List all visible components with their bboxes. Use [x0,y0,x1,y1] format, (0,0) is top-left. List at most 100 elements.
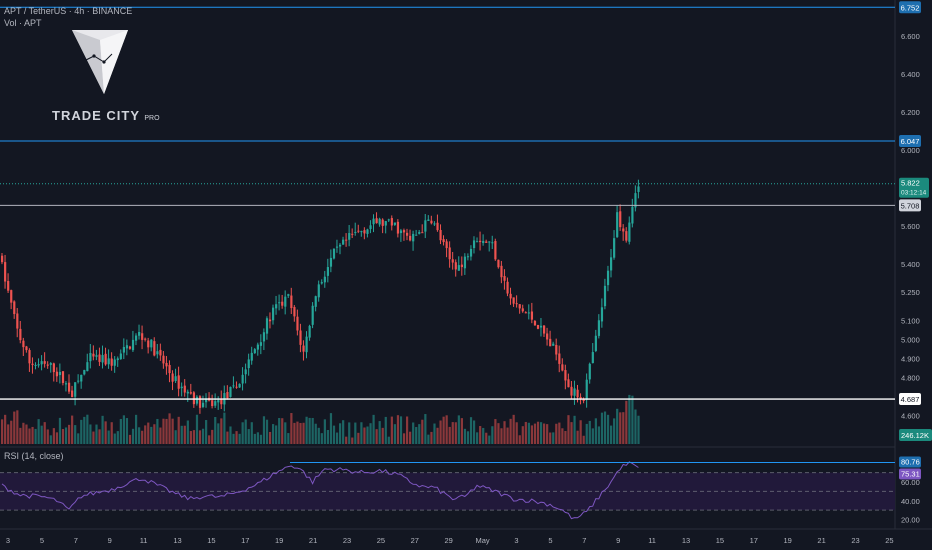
candle-body [597,320,601,336]
volume-bar [372,414,375,444]
volume-bar [134,414,138,444]
candle-body [262,332,266,342]
volume-bar [628,394,631,444]
candle-body [345,239,348,241]
volume-bar [265,419,269,444]
candle-body [366,229,369,234]
volume-layer [1,394,640,444]
volume-bar [40,425,43,444]
volume-bar [268,431,272,444]
candle-body [13,301,16,315]
time-tick-label: 21 [309,536,317,545]
candle-body [402,230,406,233]
candle-body [579,397,582,399]
candle-body [378,218,381,225]
candle-body [308,325,311,338]
volume-bar [430,431,433,444]
price-tick-label: 5.000 [901,336,920,345]
candle-body [466,256,470,258]
time-tick-label: 29 [445,536,453,545]
candle-body [421,232,424,234]
level-label-box [899,199,921,212]
volume-bar [165,418,168,444]
volume-bar [323,419,326,444]
volume-bar [244,419,247,444]
candle-body [491,242,494,244]
volume-bar [174,430,177,444]
volume-bar [320,433,323,444]
volume-bar [546,424,549,444]
volume-bar [278,418,281,444]
candle-body [600,307,604,322]
volume-bar [351,437,354,444]
time-tick-label: 3 [514,536,518,545]
volume-bar [223,412,226,444]
volume-bar [46,429,49,444]
time-tick-label: 13 [173,536,181,545]
volume-bar [427,434,430,444]
candle-body [412,233,415,242]
volume-bar [342,420,345,444]
volume-bar [357,432,360,444]
volume-bar [211,429,214,444]
candle-body [229,386,232,397]
volume-bar [415,427,418,444]
candle-body [451,259,454,263]
candle-body [116,358,119,361]
volume-bar [345,436,348,444]
volume-bar [472,420,476,444]
price-tick-label: 5.250 [901,288,920,297]
rsi-level-box [899,456,921,468]
volume-bar [67,424,71,444]
volume-bar [521,426,524,444]
volume-indicator-title[interactable]: Vol · APT [4,18,42,28]
symbol-title[interactable]: APT / TetherUS · 4h · BINANCE [4,6,133,16]
candle-body [576,389,579,398]
volume-bar [104,421,107,444]
volume-bar [552,432,555,444]
volume-bar [329,413,333,444]
volume-bar [576,430,579,444]
volume-bar [579,420,582,444]
candle-body [80,374,83,382]
candle-body [476,241,479,243]
volume-bar [186,420,189,444]
candle-body [539,325,543,328]
level-label-box [899,393,921,406]
volume-bar [591,428,594,444]
volume-bar [302,422,305,444]
volume-bar [52,428,55,444]
volume-bar [524,421,527,444]
candle-body [445,241,448,249]
candle-body [396,221,400,234]
volume-bar [606,414,610,444]
candle-body [40,361,43,365]
volume-label-box [899,429,932,441]
candle-body [183,385,186,393]
rsi-indicator-title[interactable]: RSI (14, close) [4,451,64,461]
candle-body [284,296,287,307]
candle-body [253,349,256,354]
volume-bar [515,422,518,444]
axis-layer: 6.600 6.400 6.200 6.000 5.600 5.400 5.250 5.100… [6,32,920,545]
candle-body [530,311,534,320]
candle-body [95,355,98,357]
volume-bar [253,433,256,444]
volume-bar [80,419,83,444]
volume-bar [317,427,320,444]
time-tick-label: 9 [616,536,620,545]
volume-bar [454,422,457,444]
candle-body [64,383,68,385]
volume-bar [86,414,89,444]
candle-body [159,349,162,356]
time-tick-label: 11 [140,536,148,545]
volume-bar [436,427,439,444]
volume-bar [177,416,180,444]
candle-body [211,400,214,407]
candle-body [436,222,439,231]
rsi-tick-label: 20.00 [901,516,920,525]
logo-text: TRADE CITY PRO [52,108,160,123]
volume-bar [445,415,448,444]
candle-body [497,259,500,268]
